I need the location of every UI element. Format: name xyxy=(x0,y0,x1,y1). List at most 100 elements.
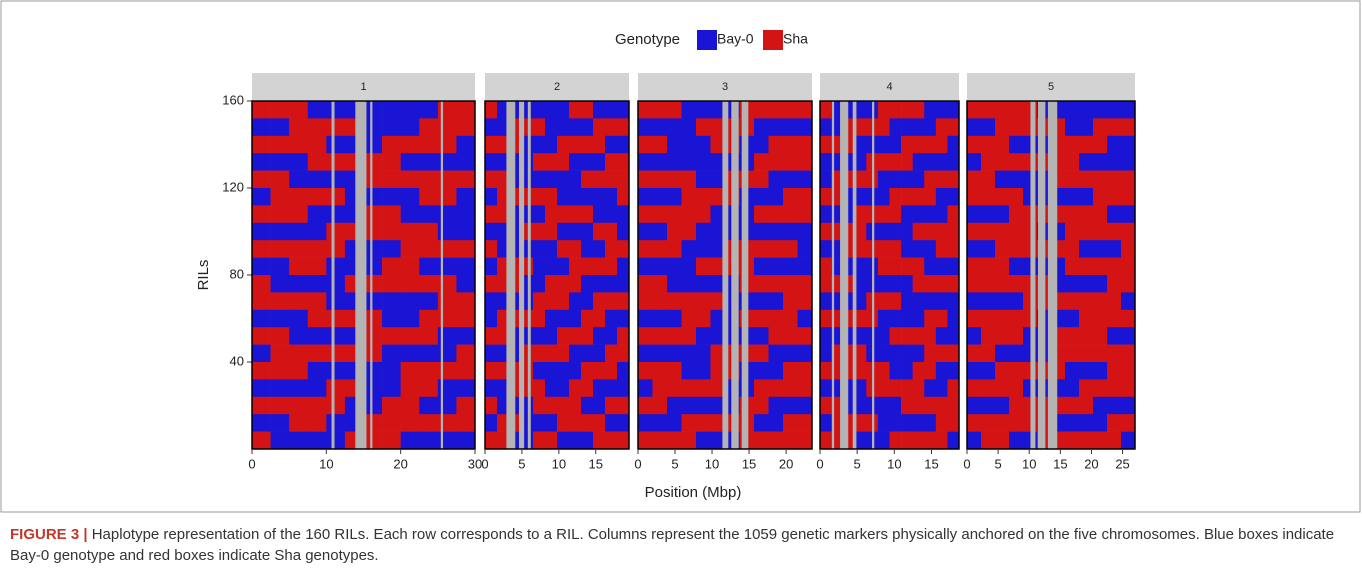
genotype-cell xyxy=(485,188,498,206)
genotype-cell xyxy=(1121,240,1136,258)
genotype-cell xyxy=(557,275,570,293)
genotype-cell xyxy=(485,414,498,432)
genotype-cell xyxy=(924,414,937,432)
genotype-cell xyxy=(569,188,582,206)
genotype-cell xyxy=(581,379,594,398)
genotype-cell xyxy=(981,135,996,154)
genotype-cell xyxy=(605,292,618,311)
genotype-cell xyxy=(617,275,630,293)
genotype-cell xyxy=(289,309,309,328)
genotype-cell xyxy=(437,362,457,380)
genotype-cell xyxy=(363,257,383,276)
genotype-cell xyxy=(617,222,630,241)
genotype-cell xyxy=(901,275,913,293)
genotype-cell xyxy=(797,188,813,206)
genotype-cell xyxy=(797,118,813,137)
genotype-cell xyxy=(947,170,960,189)
genotype-cell xyxy=(363,379,383,398)
genotype-cell xyxy=(710,309,726,328)
genotype-cell xyxy=(533,327,546,345)
genotype-cell xyxy=(569,170,582,189)
genotype-cell xyxy=(497,379,510,398)
genotype-cell xyxy=(854,431,867,450)
genotype-cell xyxy=(1079,327,1094,345)
genotype-cell xyxy=(557,205,570,224)
genotype-cell xyxy=(533,309,546,328)
genotype-cell xyxy=(831,362,844,380)
genotype-cell xyxy=(497,362,510,380)
genotype-cell xyxy=(1093,188,1108,206)
genotype-cell xyxy=(768,309,784,328)
genotype-cell xyxy=(1107,118,1122,137)
genotype-cell xyxy=(252,344,271,363)
genotype-cell xyxy=(485,101,498,119)
panel-strip xyxy=(638,73,812,100)
genotype-cell xyxy=(307,431,327,450)
genotype-cell xyxy=(617,257,630,276)
genotype-cell xyxy=(1009,188,1024,206)
genotype-cell xyxy=(382,153,401,171)
genotype-cell xyxy=(783,396,798,415)
genotype-cell xyxy=(437,257,457,276)
genotype-cell xyxy=(935,292,948,311)
genotype-cell xyxy=(557,222,570,241)
genotype-cell xyxy=(593,101,606,119)
genotype-cell xyxy=(877,327,890,345)
genotype-cell xyxy=(1079,275,1094,293)
genotype-cell xyxy=(557,257,570,276)
genotype-cell xyxy=(710,257,726,276)
genotype-cell xyxy=(326,153,346,171)
genotype-cell xyxy=(581,135,594,154)
genotype-cell xyxy=(382,222,401,241)
genotype-cell xyxy=(1121,188,1136,206)
genotype-cell xyxy=(981,153,996,171)
genotype-cell xyxy=(995,135,1010,154)
genotype-cell xyxy=(1065,344,1080,363)
genotype-cell xyxy=(854,327,867,345)
genotype-cell xyxy=(768,379,784,398)
genotype-cell xyxy=(995,101,1010,119)
genotype-cell xyxy=(831,240,844,258)
genotype-cell xyxy=(967,292,982,311)
genotype-cell xyxy=(783,257,798,276)
genotype-cell xyxy=(581,344,594,363)
genotype-cell xyxy=(768,275,784,293)
genotype-cell xyxy=(638,222,653,241)
genotype-cell xyxy=(382,396,401,415)
genotype-cell xyxy=(768,205,784,224)
genotype-cell xyxy=(754,362,769,380)
genotype-cell xyxy=(843,118,856,137)
genotype-cell xyxy=(1065,170,1080,189)
y-tick-label: 120 xyxy=(222,179,244,194)
genotype-cell xyxy=(652,222,668,241)
genotype-cell xyxy=(1065,275,1080,293)
genotype-cell xyxy=(1079,309,1094,328)
genotype-cell xyxy=(912,275,925,293)
genotype-cell xyxy=(289,396,309,415)
genotype-cell xyxy=(289,101,309,119)
genotype-cell xyxy=(485,153,498,171)
genotype-cell xyxy=(797,414,813,432)
genotype-cell xyxy=(820,101,832,119)
genotype-cell xyxy=(820,344,832,363)
genotype-cell xyxy=(545,118,558,137)
genotype-cell xyxy=(545,222,558,241)
genotype-cell xyxy=(605,222,618,241)
genotype-cell xyxy=(289,275,309,293)
genotype-cell xyxy=(768,188,784,206)
genotype-cell xyxy=(995,431,1010,450)
genotype-cell xyxy=(617,431,630,450)
genotype-cell xyxy=(252,292,271,311)
genotype-cell xyxy=(1009,362,1024,380)
genotype-cell xyxy=(820,222,832,241)
genotype-cell xyxy=(696,118,711,137)
genotype-cell xyxy=(667,257,682,276)
genotype-cell xyxy=(681,153,697,171)
genotype-cell xyxy=(843,240,856,258)
marker-gap xyxy=(1037,101,1046,449)
genotype-cell xyxy=(843,257,856,276)
genotype-cell xyxy=(485,240,498,258)
genotype-cell xyxy=(947,362,960,380)
genotype-cell xyxy=(1121,379,1136,398)
genotype-cell xyxy=(326,170,346,189)
